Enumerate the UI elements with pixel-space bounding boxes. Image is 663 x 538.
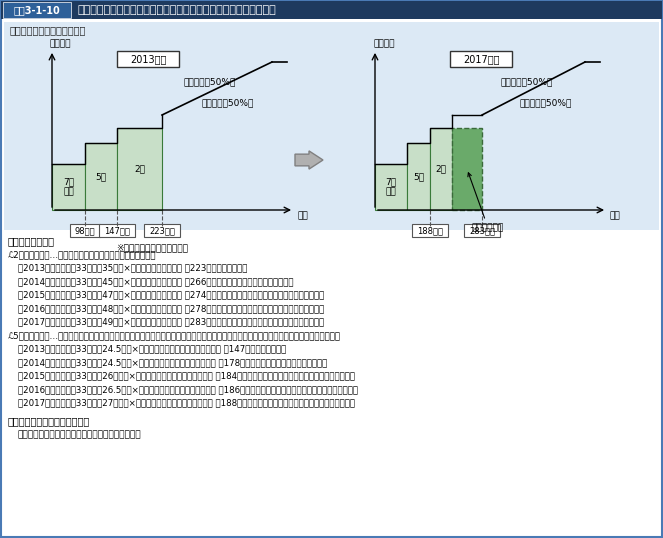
- Text: 国民健康保険・後期高齢者医療の低所得者の保険料軽減措置の拡充: 国民健康保険・後期高齢者医療の低所得者の保険料軽減措置の拡充: [78, 5, 276, 15]
- Bar: [407, 143, 430, 210]
- Text: 保险料額: 保险料額: [373, 39, 394, 48]
- FancyBboxPatch shape: [450, 51, 512, 67]
- Text: 応益分（絀50%）: 応益分（絀50%）: [520, 98, 572, 107]
- Text: （2016年度）基準額33万円＋48万円×被保険者数（給与収入 絏278万円、３人世帯）【絏済動向等を踏まえた見直し】: （2016年度）基準額33万円＋48万円×被保険者数（給与収入 絏278万円、３…: [18, 304, 324, 313]
- Text: 《具体的な内容》: 《具体的な内容》: [8, 236, 55, 246]
- Bar: [3, 2, 71, 18]
- Text: 147万円: 147万円: [104, 226, 130, 236]
- Text: 対象者を拡大: 対象者を拡大: [468, 173, 505, 232]
- Text: 5割: 5割: [413, 172, 424, 181]
- Bar: [452, 128, 482, 210]
- Text: 応能分（絀50%）: 応能分（絀50%）: [501, 77, 553, 87]
- Text: 2割: 2割: [436, 165, 446, 173]
- FancyBboxPatch shape: [99, 224, 135, 237]
- Text: 283万円: 283万円: [469, 226, 495, 236]
- Text: 収入: 収入: [297, 211, 308, 220]
- Text: （2014年度）基準額33万円＋24.5万円×被保険者数　　　　　（給与収入 絏178万円、３人世帯）【軽減対象の拡大】: （2014年度）基準額33万円＋24.5万円×被保険者数 （給与収入 絏178万…: [18, 358, 328, 367]
- Text: 5割: 5割: [95, 172, 107, 181]
- Text: （2014年度）基準額33万円＋45万円×被保険者数（給与収入 絏266万円、３人世帯）【軽減対象の拡大】: （2014年度）基準額33万円＋45万円×被保険者数（給与収入 絏266万円、３…: [18, 277, 294, 286]
- Text: 2013年度: 2013年度: [130, 54, 166, 64]
- Text: （2013年度）基準額33万円＋35万円×被保険者数（給与収入 絏223万円、３人世帯）: （2013年度）基準額33万円＋35万円×被保険者数（給与収入 絏223万円、３…: [18, 264, 247, 273]
- Text: 保险料額: 保险料額: [50, 39, 72, 48]
- Text: 収入: 収入: [610, 211, 621, 220]
- Text: 《後期高齢者医療制度の場合》: 《後期高齢者医療制度の場合》: [8, 416, 90, 426]
- Bar: [1, 1, 662, 19]
- Text: （2015年度）基準額33万円＋26万円　×被保険者数　　　　　（給与収入 絏184万円、３人世帯）【絏済動向等を踏まえた見直し】: （2015年度）基準額33万円＋26万円 ×被保険者数 （給与収入 絏184万円…: [18, 372, 355, 380]
- Bar: [85, 143, 117, 210]
- Text: ℒ5割軽減の拡大…現在、二人世帯以上が対象であるが、単身世帯についても対象とするとともに、軽減対象となる所得基準額を引き上げる。: ℒ5割軽減の拡大…現在、二人世帯以上が対象であるが、単身世帯についても対象とする…: [8, 331, 341, 340]
- Text: ※給与収入、三人世帯の場合: ※給与収入、三人世帯の場合: [116, 243, 188, 252]
- Text: 223万円: 223万円: [149, 226, 175, 236]
- Text: （2016年度）基準額33万円＋26.5万円×被保険者数　　　　　（給与収入 絏186万円、３人世帯）【絏済動向等を踏まえた見直し】: （2016年度）基準額33万円＋26.5万円×被保険者数 （給与収入 絏186万…: [18, 385, 358, 394]
- Text: 2割: 2割: [134, 165, 145, 173]
- Text: （2013年度）基準額33万円＋24.5万円×（被保険者数－世帯主）（給与収入 絏147万円、３人世帯）: （2013年度）基準額33万円＋24.5万円×（被保険者数－世帯主）（給与収入 …: [18, 344, 286, 353]
- Text: ℒ2割軽減の拡大…軽減対象となる所得基準額を引き上げる。: ℒ2割軽減の拡大…軽減対象となる所得基準額を引き上げる。: [8, 250, 156, 259]
- Bar: [52, 164, 85, 210]
- Text: 応能分（絀50%）: 応能分（絀50%）: [184, 77, 236, 87]
- Text: 2017年度: 2017年度: [463, 54, 499, 64]
- Text: 98万円: 98万円: [75, 226, 95, 236]
- Text: 後期高齢者医療制度においても同様の見直しを行う: 後期高齢者医療制度においても同様の見直しを行う: [18, 430, 142, 439]
- Bar: [375, 164, 407, 210]
- Text: 7割
軽減: 7割 軽減: [385, 178, 396, 197]
- Text: （2017年度）基準額33万円＋49万円×被保険者数（給与収内 絏283万円、３人世帯）【絏済動向等を踏まえた見直し】: （2017年度）基準額33万円＋49万円×被保険者数（給与収内 絏283万円、３…: [18, 317, 324, 327]
- Text: 応益分（絀50%）: 応益分（絀50%）: [202, 98, 255, 107]
- Bar: [430, 128, 452, 210]
- Bar: [4, 22, 659, 230]
- FancyArrow shape: [295, 151, 323, 169]
- Text: 《国民健康保険制度の場合》: 《国民健康保険制度の場合》: [10, 25, 86, 35]
- FancyBboxPatch shape: [144, 224, 180, 237]
- FancyBboxPatch shape: [412, 224, 448, 237]
- Text: 188万円: 188万円: [417, 226, 443, 236]
- FancyBboxPatch shape: [70, 224, 100, 237]
- Bar: [117, 128, 162, 210]
- FancyBboxPatch shape: [464, 224, 500, 237]
- Text: 図表3-1-10: 図表3-1-10: [14, 5, 60, 15]
- FancyBboxPatch shape: [117, 51, 179, 67]
- Text: （2017年度）基準額33万円＋27万円　×被保険者数　　　　　（給与収内 絏188万円、３人世帯）【絏済動向等を踏まえた見直し】: （2017年度）基準額33万円＋27万円 ×被保険者数 （給与収内 絏188万円…: [18, 399, 355, 407]
- Text: （2015年度）基準額33万円＋47万円×被保険者数（給与収入 絏274万円、３人世帯）【絏済動向等を踏まえた見直し】: （2015年度）基準額33万円＋47万円×被保険者数（給与収入 絏274万円、３…: [18, 291, 324, 300]
- Text: 7割
軽減: 7割 軽減: [63, 178, 74, 197]
